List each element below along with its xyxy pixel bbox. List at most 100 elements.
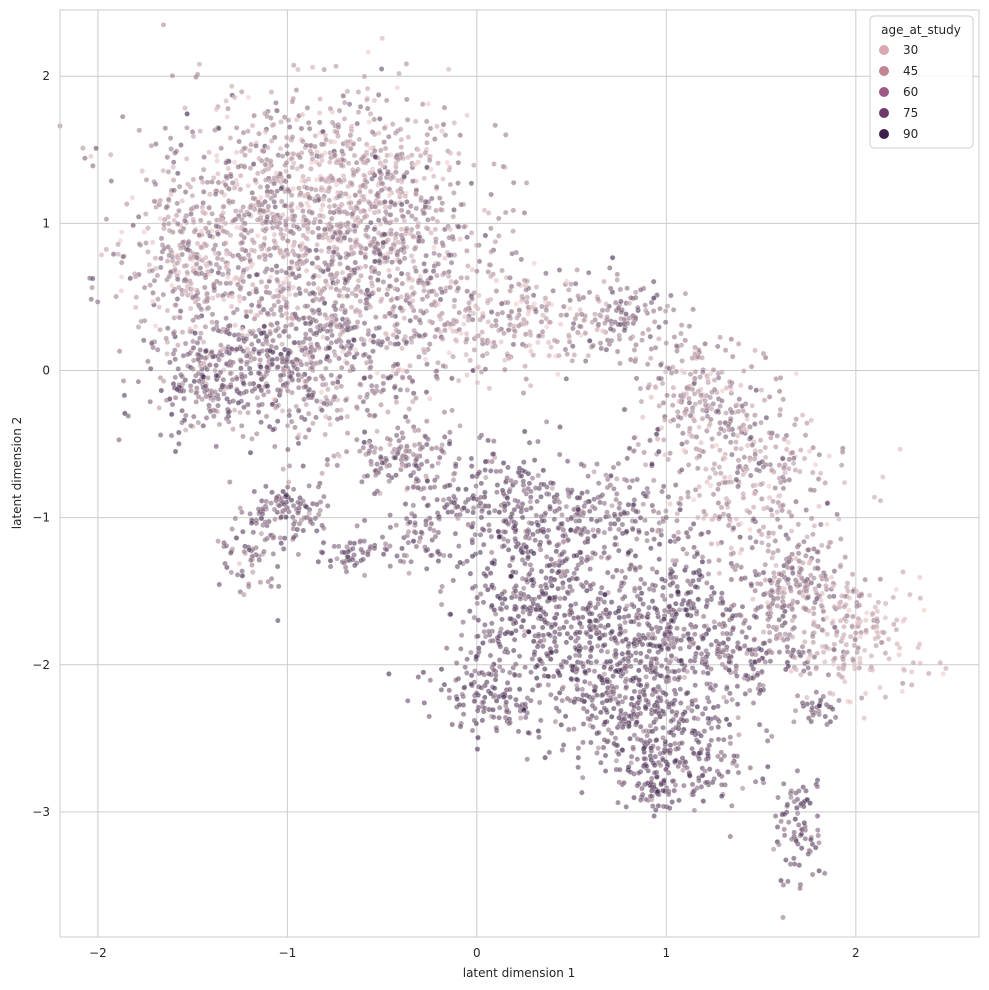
scatter-point bbox=[500, 694, 507, 700]
scatter-point bbox=[659, 488, 665, 495]
scatter-point bbox=[434, 218, 441, 225]
scatter-point bbox=[427, 125, 434, 132]
scatter-point bbox=[729, 760, 736, 767]
scatter-point bbox=[164, 325, 171, 332]
scatter-point bbox=[475, 633, 481, 640]
scatter-point bbox=[540, 467, 547, 474]
scatter-point bbox=[371, 97, 378, 104]
scatter-point bbox=[450, 577, 457, 584]
scatter-point bbox=[495, 327, 502, 334]
scatter-point bbox=[165, 168, 172, 175]
scatter-point bbox=[785, 819, 792, 826]
scatter-point bbox=[679, 740, 685, 746]
scatter-point bbox=[431, 136, 438, 142]
scatter-point bbox=[248, 341, 255, 348]
scatter-point bbox=[192, 330, 198, 336]
scatter-point bbox=[187, 422, 194, 429]
scatter-point bbox=[638, 650, 644, 657]
scatter-point bbox=[182, 288, 189, 294]
scatter-point bbox=[398, 207, 405, 213]
scatter-point bbox=[575, 745, 582, 751]
scatter-point bbox=[334, 416, 341, 422]
scatter-point bbox=[538, 493, 544, 500]
scatter-point bbox=[197, 217, 204, 224]
scatter-point bbox=[206, 362, 213, 369]
scatter-point bbox=[157, 326, 163, 333]
scatter-point bbox=[434, 368, 440, 374]
scatter-point bbox=[530, 624, 537, 631]
scatter-point bbox=[295, 510, 301, 516]
scatter-point bbox=[505, 313, 512, 319]
scatter-point bbox=[673, 724, 679, 731]
scatter-point bbox=[195, 356, 201, 362]
scatter-point bbox=[489, 560, 495, 566]
scatter-point bbox=[593, 714, 600, 721]
scatter-point bbox=[152, 255, 159, 261]
scatter-point bbox=[427, 318, 433, 325]
scatter-point bbox=[579, 686, 586, 693]
scatter-point bbox=[387, 436, 394, 443]
scatter-point bbox=[300, 463, 307, 469]
scatter-point bbox=[171, 187, 177, 194]
scatter-point bbox=[368, 461, 375, 468]
scatter-point bbox=[293, 117, 300, 123]
scatter-point bbox=[264, 310, 271, 316]
scatter-point bbox=[403, 448, 410, 455]
scatter-point bbox=[535, 339, 541, 346]
scatter-point bbox=[243, 353, 250, 359]
scatter-point bbox=[695, 596, 702, 603]
scatter-point bbox=[249, 189, 255, 196]
scatter-point bbox=[278, 514, 285, 521]
scatter-point bbox=[261, 323, 268, 330]
scatter-point bbox=[524, 278, 531, 284]
scatter-point bbox=[164, 154, 171, 160]
scatter-point bbox=[260, 251, 267, 258]
scatter-point bbox=[700, 798, 707, 804]
scatter-point bbox=[187, 305, 194, 312]
scatter-point bbox=[455, 180, 461, 186]
scatter-point bbox=[523, 506, 530, 513]
scatter-point bbox=[511, 636, 518, 643]
scatter-point bbox=[441, 104, 448, 111]
scatter-point bbox=[142, 211, 149, 217]
scatter-point bbox=[182, 377, 189, 383]
scatter-point bbox=[433, 184, 440, 190]
scatter-point bbox=[558, 521, 564, 527]
scatter-point bbox=[174, 252, 181, 258]
scatter-point bbox=[256, 254, 263, 260]
scatter-point bbox=[696, 778, 702, 784]
scatter-point bbox=[398, 136, 405, 143]
scatter-point bbox=[247, 165, 254, 171]
scatter-point bbox=[266, 246, 273, 252]
scatter-point bbox=[604, 484, 611, 491]
scatter-point bbox=[426, 157, 433, 163]
scatter-point bbox=[388, 199, 394, 205]
scatter-point bbox=[230, 309, 237, 316]
scatter-point bbox=[515, 503, 521, 510]
scatter-point bbox=[524, 299, 530, 305]
scatter-point bbox=[222, 220, 229, 227]
scatter-point bbox=[165, 196, 172, 202]
scatter-point bbox=[543, 324, 550, 330]
scatter-point bbox=[621, 510, 628, 517]
scatter-point bbox=[361, 320, 368, 327]
scatter-point bbox=[196, 61, 203, 67]
scatter-point bbox=[612, 541, 618, 548]
scatter-point bbox=[634, 615, 640, 621]
scatter-point bbox=[367, 145, 373, 151]
scatter-point bbox=[179, 419, 185, 426]
scatter-point bbox=[193, 261, 200, 268]
scatter-point bbox=[379, 180, 386, 187]
scatter-point bbox=[440, 176, 446, 182]
scatter-point bbox=[317, 267, 324, 273]
scatter-point bbox=[302, 303, 309, 310]
scatter-point bbox=[290, 242, 297, 248]
scatter-point bbox=[453, 278, 460, 285]
scatter-point bbox=[512, 479, 519, 486]
scatter-point bbox=[477, 591, 484, 597]
scatter-point bbox=[354, 214, 361, 221]
scatter-point bbox=[366, 412, 373, 419]
scatter-point bbox=[505, 538, 511, 544]
scatter-point bbox=[559, 512, 565, 518]
